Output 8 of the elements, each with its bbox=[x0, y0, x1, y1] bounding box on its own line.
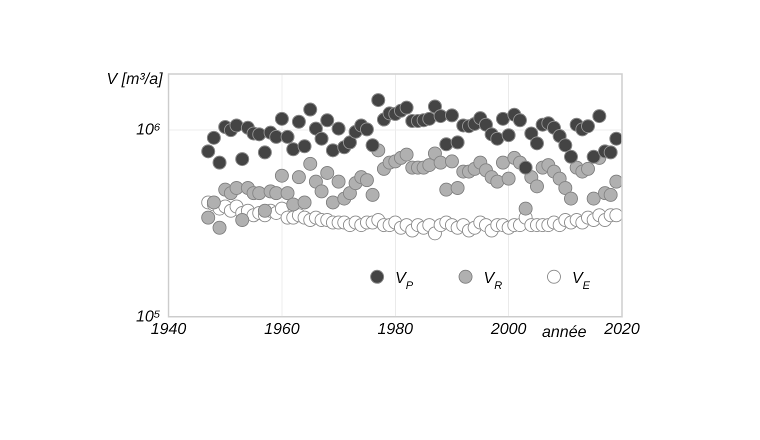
x-tick-label: 2020 bbox=[603, 320, 640, 338]
x-tick-label: 1980 bbox=[377, 320, 414, 338]
x-axis-title: année bbox=[542, 324, 587, 341]
y-tick-label: 10⁶ bbox=[136, 122, 161, 139]
x-tick-label: 2000 bbox=[490, 320, 527, 338]
x-tick-label: 1960 bbox=[264, 320, 300, 338]
y-axis-title: V [m³/a] bbox=[106, 71, 164, 88]
x-tick-label: 1940 bbox=[150, 320, 186, 338]
